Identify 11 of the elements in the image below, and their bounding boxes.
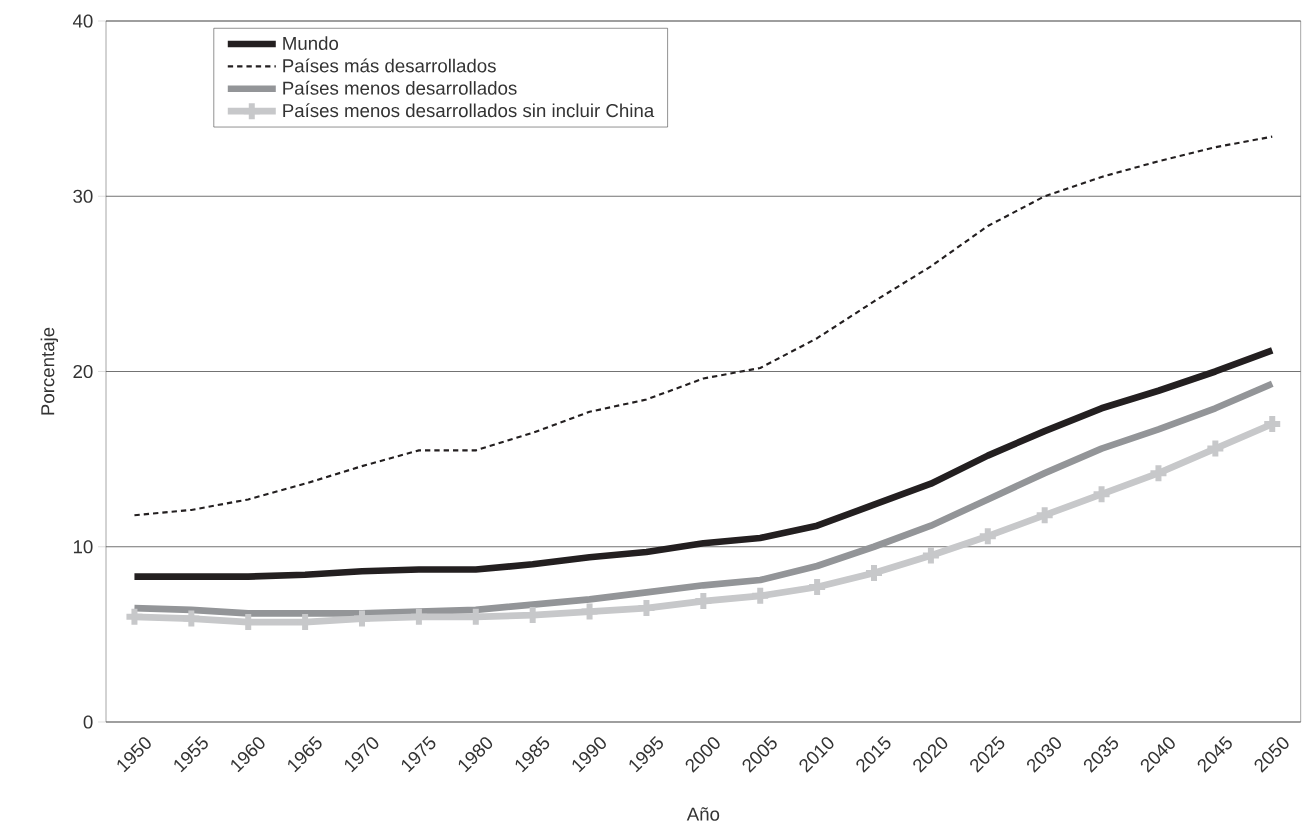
y-tick-label: 0	[83, 715, 93, 729]
y-tick-label: 40	[72, 14, 93, 28]
y-axis-title: Porcentaje	[40, 327, 59, 415]
legend-label: Mundo	[283, 36, 339, 50]
legend-label: Países más desarrollados	[283, 58, 496, 73]
legend-label: Países menos desarrollados	[283, 80, 517, 95]
y-tick-label: 10	[73, 540, 93, 554]
y-tick-label: 30	[73, 189, 93, 203]
y-tick-label: 20	[73, 364, 93, 379]
legend-label: Países menos desarrollados sin incluir China	[283, 103, 655, 118]
x-axis-title: Año	[686, 807, 720, 821]
